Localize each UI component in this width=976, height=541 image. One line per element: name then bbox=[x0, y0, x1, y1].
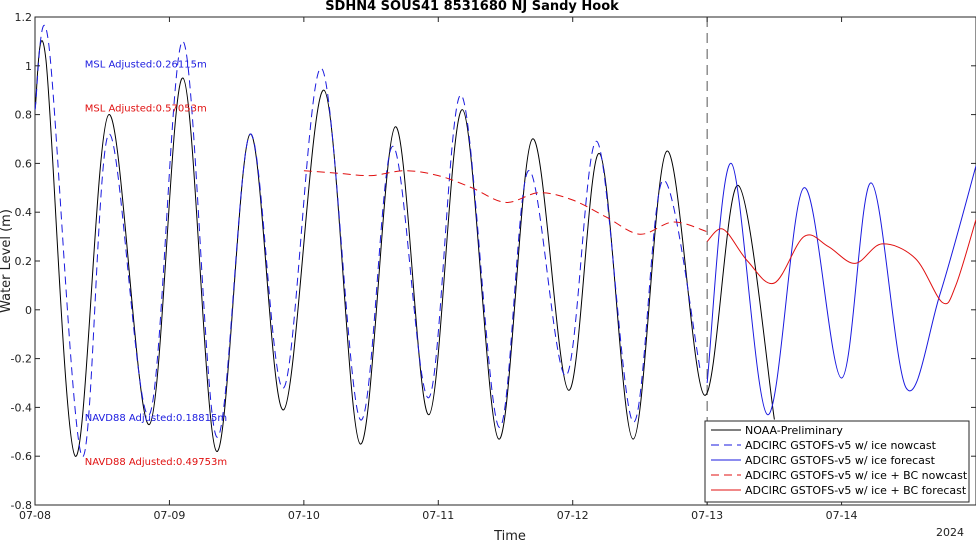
x-tick-label: 07-12 bbox=[557, 509, 589, 522]
legend: NOAA-Preliminary ADCIRC GSTOFS-v5 w/ ice … bbox=[704, 420, 970, 503]
ticks-layer: -0.8 -0.6 -0.4 -0.2 0 0.2 0.4 0.6 0.8 1 1.2 07-08 07… bbox=[11, 11, 976, 522]
y-tick-label: 0.4 bbox=[15, 206, 33, 219]
year-label: 2024 bbox=[936, 526, 964, 539]
x-tick-label: 07-09 bbox=[153, 509, 185, 522]
y-tick-label: 0.2 bbox=[15, 255, 33, 268]
legend-label-ice-bc-forecast: ADCIRC GSTOFS-v5 w/ ice + BC forecast bbox=[745, 484, 967, 497]
x-tick-label: 07-08 bbox=[19, 509, 51, 522]
y-tick-label: 1.2 bbox=[15, 11, 33, 24]
legend-label-ice-forecast: ADCIRC GSTOFS-v5 w/ ice forecast bbox=[745, 454, 936, 467]
y-tick-label: 0.8 bbox=[15, 109, 33, 122]
legend-box bbox=[704, 420, 970, 503]
x-tick-label: 07-10 bbox=[288, 509, 320, 522]
annotation-msl-adjusted-red: MSL Adjusted:0.57053m bbox=[85, 103, 207, 114]
x-tick-label: 07-11 bbox=[422, 509, 454, 522]
legend-label-ice-nowcast: ADCIRC GSTOFS-v5 w/ ice nowcast bbox=[745, 439, 937, 452]
annotation-navd88-adjusted-red: NAVD88 Adjusted:0.49753m bbox=[85, 457, 227, 468]
y-tick-label: -0.6 bbox=[11, 450, 32, 463]
chart-title: SDHN4 SOUS41 8531680 NJ Sandy Hook bbox=[325, 0, 619, 14]
x-tick-label: 07-13 bbox=[691, 509, 723, 522]
legend-label-noaa-preliminary: NOAA-Preliminary bbox=[745, 424, 843, 437]
y-axis-label: Water Level (m) bbox=[0, 209, 14, 313]
y-tick-label: 0.6 bbox=[15, 157, 33, 170]
y-tick-label: 1 bbox=[25, 60, 32, 73]
series-line-ice-bc-nowcast bbox=[303, 170, 708, 235]
series-line-ice-bc-forecast bbox=[706, 219, 976, 305]
series-layer bbox=[34, 17, 976, 505]
y-tick-label: -0.2 bbox=[11, 353, 32, 366]
annotation-navd88-adjusted-blue: NAVD88 Adjusted:0.18815m bbox=[85, 413, 227, 424]
plot-area: -0.8 -0.6 -0.4 -0.2 0 0.2 0.4 0.6 0.8 1 1.2 07-08 07… bbox=[11, 11, 976, 522]
annotation-layer: MSL Adjusted:0.26115m MSL Adjusted:0.5705… bbox=[85, 59, 227, 468]
legend-label-ice-bc-nowcast: ADCIRC GSTOFS-v5 w/ ice + BC nowcast bbox=[745, 469, 968, 482]
y-tick-label: -0.8 bbox=[11, 499, 32, 512]
x-axis-label: Time bbox=[493, 529, 526, 541]
x-tick-label: 07-14 bbox=[826, 509, 858, 522]
series-line-ice-nowcast bbox=[34, 24, 701, 457]
y-tick-label: 0 bbox=[25, 304, 32, 317]
series-line-ice-forecast bbox=[706, 162, 976, 416]
y-tick-label: -0.4 bbox=[11, 401, 32, 414]
annotation-msl-adjusted-blue: MSL Adjusted:0.26115m bbox=[85, 59, 207, 70]
